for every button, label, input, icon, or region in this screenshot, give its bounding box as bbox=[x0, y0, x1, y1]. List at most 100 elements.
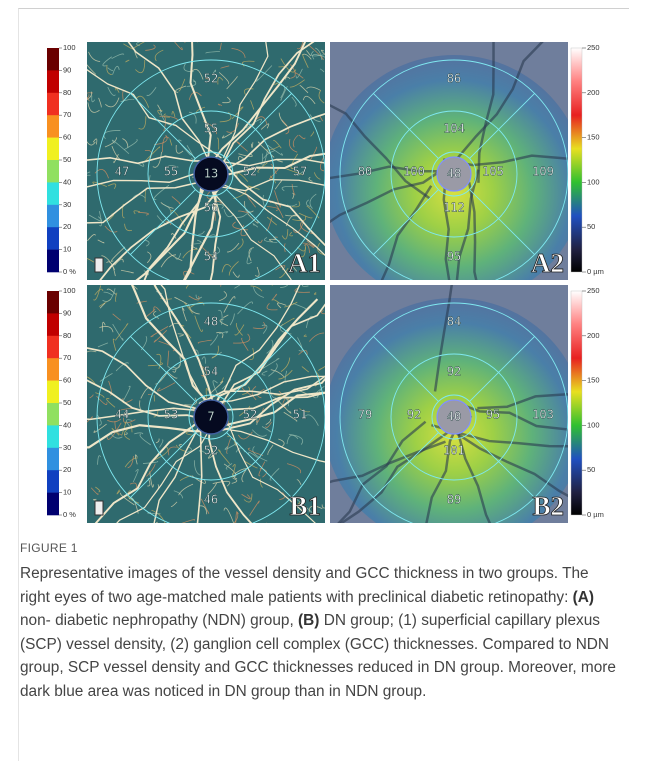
colorbar-label: 70 bbox=[63, 353, 71, 362]
colorbar-segment bbox=[47, 182, 59, 205]
colorbar bbox=[571, 48, 582, 272]
colorbar-label: 70 bbox=[63, 110, 71, 119]
sector-value: 89 bbox=[447, 493, 461, 507]
sector-value: 46 bbox=[204, 493, 218, 507]
colorbar-segment bbox=[47, 493, 59, 516]
caption-text: non- diabetic nephropathy (NDN) group, bbox=[20, 612, 298, 629]
colorbar-label: 50 bbox=[587, 222, 595, 231]
sector-value: 57 bbox=[293, 165, 307, 179]
panel-label: A2 bbox=[531, 248, 564, 278]
sector-value: 40 bbox=[447, 410, 461, 424]
panel-label: A1 bbox=[288, 248, 321, 278]
sector-value: 112 bbox=[443, 201, 465, 215]
colorbar-label: 150 bbox=[587, 376, 600, 385]
colorbar-label: 50 bbox=[587, 465, 595, 474]
colorbar-segment bbox=[47, 381, 59, 404]
colorbar-label: 0 µm bbox=[587, 510, 604, 519]
sector-value: 13 bbox=[204, 167, 218, 181]
sector-value: 92 bbox=[447, 365, 461, 379]
sector-value: 54 bbox=[204, 250, 218, 264]
capillary bbox=[75, 94, 89, 107]
sector-value: 44 bbox=[115, 408, 129, 422]
colorbar-label: 40 bbox=[63, 177, 71, 186]
sector-value: 95 bbox=[447, 250, 461, 264]
sector-value: 52 bbox=[204, 72, 218, 86]
sector-value: 105 bbox=[482, 165, 504, 179]
colorbar-segment bbox=[47, 470, 59, 493]
caption-text: Representative images of the vessel dens… bbox=[20, 565, 589, 606]
colorbar-label: 80 bbox=[63, 88, 71, 97]
colorbar-segment bbox=[47, 336, 59, 359]
sector-value: 55 bbox=[204, 122, 218, 136]
sector-value: 104 bbox=[443, 122, 465, 136]
sector-value: 92 bbox=[407, 408, 421, 422]
colorbar-segment bbox=[47, 313, 59, 336]
panel-label: B2 bbox=[532, 491, 564, 521]
colorbar-segment bbox=[47, 115, 59, 138]
colorbar-label: 0 % bbox=[63, 510, 76, 519]
colorbar-label: 60 bbox=[63, 133, 71, 142]
sector-value: 84 bbox=[447, 315, 461, 329]
sector-value: 79 bbox=[358, 408, 372, 422]
colorbar-segment bbox=[47, 205, 59, 228]
sector-value: 51 bbox=[293, 408, 307, 422]
colorbar-segment bbox=[47, 70, 59, 93]
colorbar-label: 20 bbox=[63, 465, 71, 474]
sector-value: 52 bbox=[204, 444, 218, 458]
sector-value: 86 bbox=[447, 72, 461, 86]
colorbar-label: 250 bbox=[587, 43, 600, 52]
colorbar-label: 10 bbox=[63, 488, 71, 497]
colorbar-label: 200 bbox=[587, 88, 600, 97]
colorbar-segment bbox=[47, 138, 59, 161]
colorbar-label: 0 % bbox=[63, 267, 76, 276]
colorbar-label: 200 bbox=[587, 331, 600, 340]
sector-value: 100 bbox=[403, 165, 425, 179]
colorbar-label: 60 bbox=[63, 376, 71, 385]
scale-icon bbox=[95, 501, 103, 515]
sector-value: 7 bbox=[207, 410, 214, 424]
sector-value: 47 bbox=[115, 165, 129, 179]
sector-value: 53 bbox=[164, 408, 178, 422]
sector-value: 48 bbox=[204, 315, 218, 329]
colorbar-label: 250 bbox=[587, 286, 600, 295]
panel-label: B1 bbox=[289, 491, 321, 521]
sector-value: 56 bbox=[204, 201, 218, 215]
colorbar-label: 0 µm bbox=[587, 267, 604, 276]
colorbar-segment bbox=[47, 93, 59, 116]
colorbar-label: 150 bbox=[587, 133, 600, 142]
colorbar-label: 50 bbox=[63, 398, 71, 407]
colorbar-label: 100 bbox=[63, 286, 76, 295]
colorbar-segment bbox=[47, 403, 59, 426]
sector-value: 52 bbox=[243, 408, 257, 422]
capillary bbox=[266, 523, 268, 530]
colorbar bbox=[571, 291, 582, 515]
colorbar-label: 100 bbox=[587, 420, 600, 429]
caption-bold: (A) bbox=[573, 589, 594, 606]
colorbar-label: 80 bbox=[63, 331, 71, 340]
colorbar-label: 30 bbox=[63, 200, 71, 209]
colorbar-label: 50 bbox=[63, 155, 71, 164]
capillary bbox=[262, 280, 275, 285]
colorbar-segment bbox=[47, 358, 59, 381]
sector-value: 103 bbox=[532, 408, 554, 422]
colorbar-label: 100 bbox=[63, 43, 76, 52]
figure-label: FIGURE 1 bbox=[20, 541, 78, 555]
colorbar-label: 20 bbox=[63, 222, 71, 231]
colorbar-segment bbox=[47, 250, 59, 273]
capillary bbox=[156, 522, 162, 530]
colorbar-segment bbox=[47, 448, 59, 471]
sector-value: 52 bbox=[243, 165, 257, 179]
sector-value: 55 bbox=[164, 165, 178, 179]
colorbar-segment bbox=[47, 48, 59, 71]
colorbar-label: 10 bbox=[63, 245, 71, 254]
capillary bbox=[80, 145, 87, 160]
colorbar-segment bbox=[47, 425, 59, 448]
sector-value: 101 bbox=[443, 444, 465, 458]
sector-value: 54 bbox=[204, 365, 218, 379]
figure-image: 525547551352575654A186104801004810510911… bbox=[0, 0, 645, 540]
sector-value: 48 bbox=[447, 167, 461, 181]
colorbar-label: 30 bbox=[63, 443, 71, 452]
sector-value: 95 bbox=[486, 408, 500, 422]
colorbar-label: 100 bbox=[587, 177, 600, 186]
scale-icon bbox=[95, 258, 103, 272]
